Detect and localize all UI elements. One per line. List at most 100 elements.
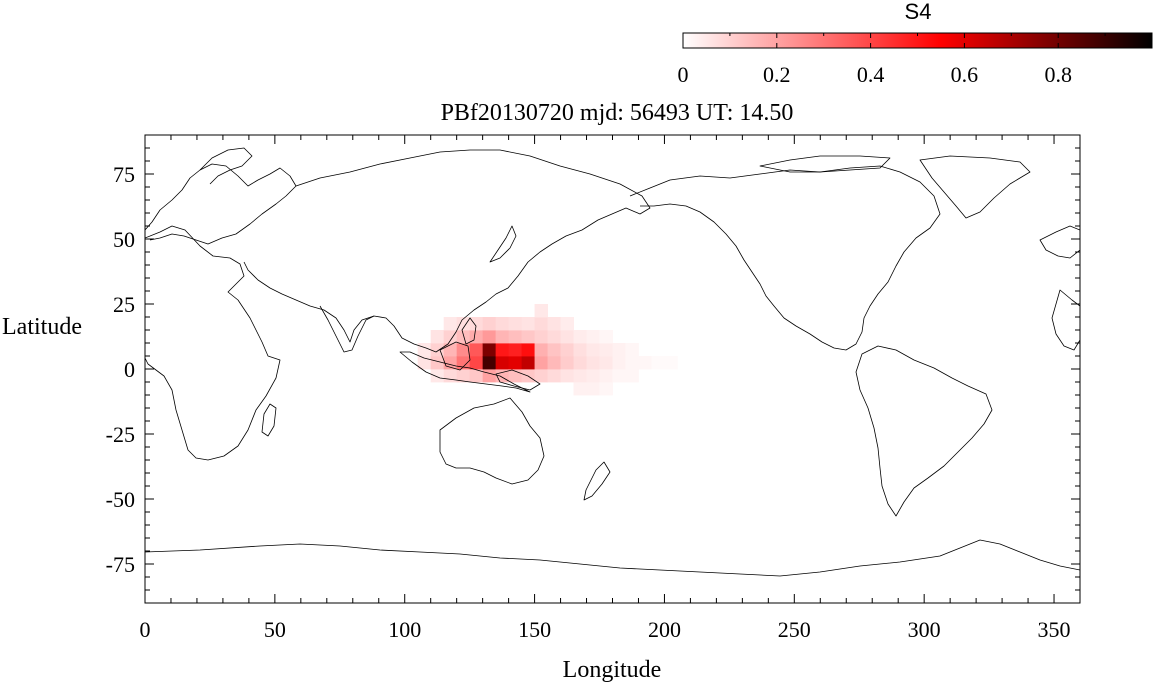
heatmap-cell — [443, 317, 458, 331]
heatmap-cell — [469, 330, 484, 344]
heatmap-cell — [625, 369, 639, 383]
indonesia-coastline — [399, 351, 531, 393]
heatmap-cell — [560, 356, 574, 370]
x-tick-label: 350 — [1038, 617, 1071, 642]
heatmap-cell — [482, 330, 497, 344]
x-tick-label: 150 — [518, 617, 551, 642]
heatmap-cell — [521, 317, 535, 331]
heatmap-cell — [586, 369, 600, 383]
s4-heatmap — [417, 304, 678, 396]
heatmap-cell — [560, 369, 574, 383]
north-america-coastline — [629, 165, 941, 351]
x-tick-label: 50 — [264, 617, 286, 642]
heatmap-cell — [560, 343, 574, 357]
colorbar-title: S4 — [905, 0, 932, 24]
heatmap-cell — [573, 382, 587, 396]
madagascar-coastline — [261, 403, 277, 437]
heatmap-cell — [521, 343, 535, 357]
heatmap-cell — [586, 343, 600, 357]
new-zealand-coastline — [583, 461, 611, 501]
colorbar-tick-label: 0.6 — [951, 62, 979, 87]
plot-title: PBf20130720 mjd: 56493 UT: 14.50 — [441, 100, 794, 126]
heatmap-cell — [495, 317, 510, 331]
heatmap-cell — [638, 356, 652, 370]
y-tick-label: -25 — [106, 422, 135, 447]
heatmap-cell — [573, 343, 587, 357]
heatmap-cell — [612, 369, 626, 383]
y-axis-label: Latitude — [2, 314, 82, 340]
arctic-islands-coastline — [759, 155, 891, 173]
heatmap-cell — [547, 330, 561, 344]
heatmap-cell — [482, 369, 497, 383]
heatmap-cell — [534, 343, 548, 357]
colorbar-tick-label: 0.2 — [763, 62, 791, 87]
japan-coastline — [489, 225, 517, 263]
asia-coastline — [243, 149, 651, 353]
x-tick-label: 200 — [648, 617, 681, 642]
borneo-coastline — [439, 341, 471, 371]
heatmap-cell — [625, 343, 639, 357]
heatmap-cell — [599, 382, 613, 396]
heatmap-cell — [495, 330, 510, 344]
heatmap-cell — [547, 356, 561, 370]
heatmap-cell — [599, 330, 613, 344]
y-tick-label: 0 — [124, 357, 135, 382]
heatmap-cell — [443, 330, 458, 344]
africa-coastline — [145, 225, 281, 461]
colorbar-ticks: 0 0.2 0.4 0.6 0.8 — [678, 33, 1106, 87]
heatmap-cell — [495, 343, 510, 357]
x-tick-label: 300 — [908, 617, 941, 642]
heatmap-cell — [482, 343, 497, 357]
south-america-coastline — [855, 345, 993, 517]
heatmap-cell — [651, 356, 665, 370]
y-tick-label: -75 — [106, 552, 135, 577]
heatmap-cell — [586, 382, 600, 396]
heatmap-cell — [586, 356, 600, 370]
heatmap-cell — [469, 356, 484, 370]
heatmap-cell — [521, 356, 535, 370]
heatmap-cell — [573, 369, 587, 383]
heatmap-cell — [469, 343, 484, 357]
australia-coastline — [439, 397, 545, 485]
heatmap-cell — [534, 317, 548, 331]
heatmap-cell — [534, 330, 548, 344]
heatmap-cell — [508, 356, 522, 370]
heatmap-cell — [495, 356, 510, 370]
greenland-coastline — [919, 155, 1031, 219]
heatmap-cell — [599, 356, 613, 370]
colorbar-tick-label: 0.4 — [857, 62, 885, 87]
heatmap-cell — [612, 343, 626, 357]
heatmap-cell — [560, 317, 574, 331]
heatmap-cell — [430, 369, 445, 383]
heatmap-cell — [560, 330, 574, 344]
y-tick-label: 75 — [113, 162, 135, 187]
colorbar: S4 0 0.2 0.4 0.6 0.8 — [678, 0, 1153, 87]
africa-west-coastline — [1051, 289, 1080, 351]
heatmap-cell — [521, 369, 535, 383]
y-tick-label: 50 — [113, 227, 135, 252]
heatmap-cell — [599, 369, 613, 383]
heatmap-cell — [547, 369, 561, 383]
philippines-coastline — [461, 317, 477, 345]
heatmap-cell — [547, 317, 561, 331]
x-tick-label: 0 — [140, 617, 151, 642]
heatmap-cell — [508, 317, 522, 331]
europe-coastline — [145, 163, 297, 245]
heatmap-cell — [456, 317, 471, 331]
y-tick-label: -50 — [106, 487, 135, 512]
heatmap-cell — [508, 330, 522, 344]
heatmap-cell — [469, 369, 484, 383]
heatmap-cell — [443, 369, 458, 383]
x-tick-label: 100 — [388, 617, 421, 642]
heatmap-cell — [456, 343, 471, 357]
coastlines — [145, 147, 1080, 577]
heatmap-cell — [521, 330, 535, 344]
antarctica-coastline — [145, 539, 1080, 577]
colorbar-tick-label: 0 — [678, 62, 689, 87]
x-tick-label: 250 — [778, 617, 811, 642]
heatmap-cell — [573, 330, 587, 344]
heatmap-cell — [456, 330, 471, 344]
x-axis-label: Longitude — [563, 657, 662, 683]
